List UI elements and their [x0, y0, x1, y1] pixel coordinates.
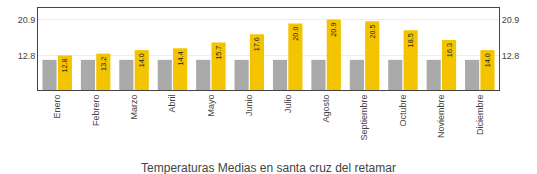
svg-text:12.8: 12.8 [18, 51, 36, 61]
svg-text:12.8: 12.8 [60, 58, 69, 72]
svg-text:20.9: 20.9 [329, 23, 338, 37]
svg-text:20.5: 20.5 [368, 24, 377, 38]
svg-text:14.0: 14.0 [483, 53, 492, 67]
svg-text:Julio: Julio [283, 95, 293, 114]
svg-text:20.9: 20.9 [18, 15, 36, 25]
svg-text:Junio: Junio [244, 95, 254, 117]
svg-text:Temperaturas Medias en santa c: Temperaturas Medias en santa cruz del re… [141, 161, 396, 174]
svg-text:Agosto: Agosto [321, 95, 331, 123]
svg-text:14.4: 14.4 [176, 51, 185, 65]
svg-text:Abril: Abril [167, 95, 177, 113]
svg-text:17.6: 17.6 [252, 37, 261, 51]
svg-text:Mayo: Mayo [206, 95, 216, 117]
svg-text:Octubre: Octubre [398, 95, 408, 127]
svg-text:20.9: 20.9 [502, 15, 520, 25]
svg-text:14.0: 14.0 [137, 53, 146, 67]
svg-text:Diciembre: Diciembre [475, 95, 485, 136]
svg-text:13.2: 13.2 [99, 57, 108, 71]
svg-text:Septiembre: Septiembre [359, 95, 369, 141]
svg-text:Marzo: Marzo [129, 95, 139, 120]
svg-text:20.0: 20.0 [291, 27, 300, 41]
svg-text:15.7: 15.7 [214, 46, 223, 60]
svg-text:Febrero: Febrero [91, 95, 101, 127]
svg-text:Noviembre: Noviembre [436, 95, 446, 139]
svg-text:18.5: 18.5 [406, 33, 415, 47]
svg-text:16.3: 16.3 [445, 43, 454, 57]
svg-text:Enero: Enero [52, 95, 62, 119]
svg-text:12.8: 12.8 [502, 51, 520, 61]
